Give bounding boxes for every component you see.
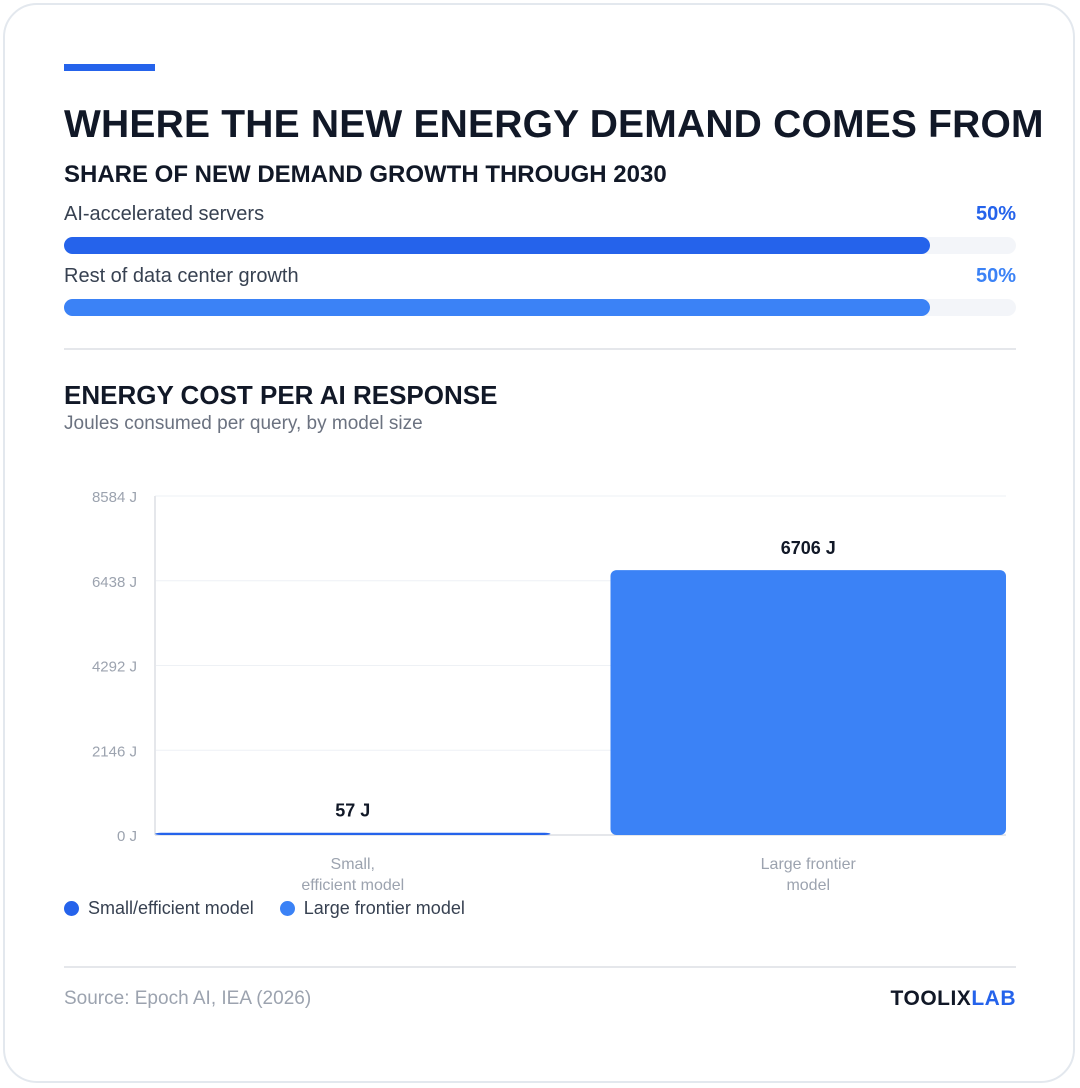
page-title: WHERE THE NEW ENERGY DEMAND COMES FROM bbox=[64, 103, 1044, 146]
legend-label-small: Small/efficient model bbox=[88, 898, 254, 918]
x-category-label: efficient model bbox=[301, 877, 404, 894]
share-section-title: SHARE OF NEW DEMAND GROWTH THROUGH 2030 bbox=[64, 161, 667, 188]
share-fill-rest bbox=[64, 299, 931, 316]
accent-bar bbox=[64, 64, 155, 71]
share-value-rest: 50% bbox=[975, 265, 1016, 287]
y-tick-label: 4292 J bbox=[92, 659, 137, 676]
legend-item-large: Large frontier model bbox=[279, 898, 465, 919]
bar-0 bbox=[155, 832, 551, 835]
share-fill-ai-servers bbox=[64, 237, 931, 254]
energy-section-subtitle: Joules consumed per query, by model size bbox=[64, 413, 423, 434]
legend-label-large: Large frontier model bbox=[303, 898, 465, 918]
bar-1 bbox=[610, 570, 1006, 835]
y-tick-label: 8584 J bbox=[92, 489, 137, 506]
energy-section-title: ENERGY COST PER AI RESPONSE bbox=[64, 380, 498, 410]
bar-value-label: 6706 J bbox=[781, 538, 836, 558]
y-tick-label: 6438 J bbox=[92, 574, 137, 591]
share-track-ai-servers bbox=[64, 237, 1016, 254]
legend-dot-large bbox=[279, 901, 295, 916]
y-tick-label: 2146 J bbox=[92, 743, 137, 760]
footer-divider bbox=[64, 966, 1016, 968]
x-category-label: Small, bbox=[331, 856, 375, 873]
chart-legend: Small/efficient model Large frontier mod… bbox=[64, 898, 491, 919]
brand-part-1: TOOLIX bbox=[890, 987, 972, 1010]
share-track-rest bbox=[64, 299, 1016, 316]
brand-part-2: LAB bbox=[971, 987, 1016, 1010]
legend-item-small: Small/efficient model bbox=[64, 898, 254, 919]
infographic-card bbox=[3, 3, 1075, 1083]
y-tick-label: 0 J bbox=[117, 828, 137, 845]
bar-value-label: 57 J bbox=[335, 801, 370, 821]
share-value-ai-servers: 50% bbox=[975, 203, 1016, 225]
legend-dot-small bbox=[64, 901, 79, 916]
x-category-label: model bbox=[786, 877, 830, 894]
source-text: Source: Epoch AI, IEA (2026) bbox=[64, 988, 312, 1009]
share-label-ai-servers: AI-accelerated servers bbox=[64, 203, 265, 225]
x-category-label: Large frontier bbox=[761, 856, 857, 873]
share-label-rest: Rest of data center growth bbox=[64, 265, 299, 287]
brand-logo: TOOLIXLAB bbox=[891, 987, 1016, 1011]
section-divider bbox=[64, 348, 1016, 350]
